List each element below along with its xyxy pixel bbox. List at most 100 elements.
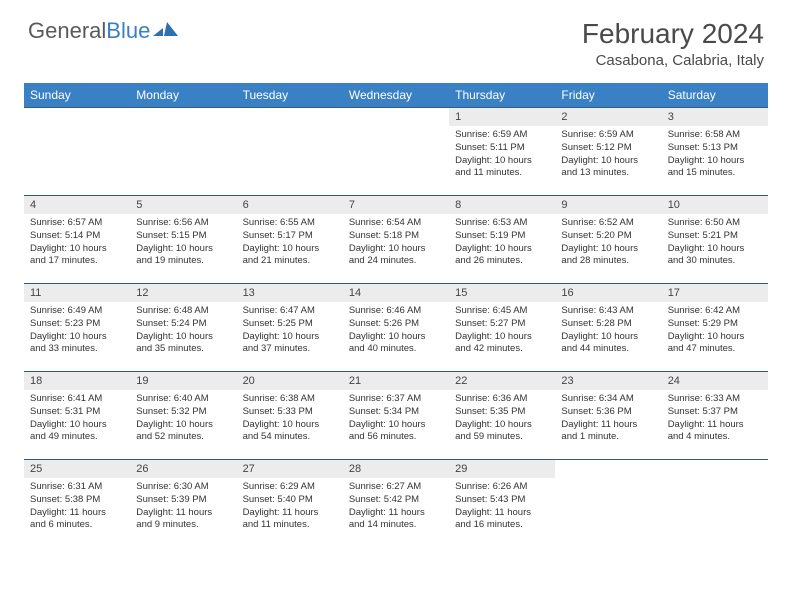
month-title: February 2024	[582, 18, 764, 50]
calendar-week-row: 1Sunrise: 6:59 AMSunset: 5:11 PMDaylight…	[24, 108, 768, 196]
sunrise-text: Sunrise: 6:36 AM	[455, 393, 549, 406]
daylight-text: Daylight: 10 hours and 35 minutes.	[136, 331, 230, 357]
day-number: 16	[555, 284, 661, 302]
sunset-text: Sunset: 5:23 PM	[30, 318, 124, 331]
day-details: Sunrise: 6:36 AMSunset: 5:35 PMDaylight:…	[449, 390, 555, 447]
day-number: 10	[662, 196, 768, 214]
calendar-day-cell: 11Sunrise: 6:49 AMSunset: 5:23 PMDayligh…	[24, 284, 130, 372]
calendar-day-cell: 14Sunrise: 6:46 AMSunset: 5:26 PMDayligh…	[343, 284, 449, 372]
calendar-week-row: 4Sunrise: 6:57 AMSunset: 5:14 PMDaylight…	[24, 196, 768, 284]
day-number: 9	[555, 196, 661, 214]
calendar-week-row: 25Sunrise: 6:31 AMSunset: 5:38 PMDayligh…	[24, 460, 768, 548]
day-number: 8	[449, 196, 555, 214]
daylight-text: Daylight: 11 hours and 4 minutes.	[668, 419, 762, 445]
day-number: 15	[449, 284, 555, 302]
daylight-text: Daylight: 10 hours and 54 minutes.	[243, 419, 337, 445]
day-number: 24	[662, 372, 768, 390]
day-number: 23	[555, 372, 661, 390]
sunrise-text: Sunrise: 6:27 AM	[349, 481, 443, 494]
calendar-day-cell: 16Sunrise: 6:43 AMSunset: 5:28 PMDayligh…	[555, 284, 661, 372]
sunrise-text: Sunrise: 6:53 AM	[455, 217, 549, 230]
day-details: Sunrise: 6:54 AMSunset: 5:18 PMDaylight:…	[343, 214, 449, 271]
daylight-text: Daylight: 10 hours and 49 minutes.	[30, 419, 124, 445]
daylight-text: Daylight: 10 hours and 17 minutes.	[30, 243, 124, 269]
daylight-text: Daylight: 11 hours and 16 minutes.	[455, 507, 549, 533]
day-number: 17	[662, 284, 768, 302]
sunrise-text: Sunrise: 6:58 AM	[668, 129, 762, 142]
weekday-header: Friday	[555, 83, 661, 108]
day-number: 5	[130, 196, 236, 214]
day-details: Sunrise: 6:38 AMSunset: 5:33 PMDaylight:…	[237, 390, 343, 447]
location-subtitle: Casabona, Calabria, Italy	[582, 52, 764, 69]
day-details: Sunrise: 6:59 AMSunset: 5:11 PMDaylight:…	[449, 126, 555, 183]
calendar-day-cell: 1Sunrise: 6:59 AMSunset: 5:11 PMDaylight…	[449, 108, 555, 196]
sunset-text: Sunset: 5:13 PM	[668, 142, 762, 155]
sunset-text: Sunset: 5:35 PM	[455, 406, 549, 419]
day-details: Sunrise: 6:30 AMSunset: 5:39 PMDaylight:…	[130, 478, 236, 535]
sunset-text: Sunset: 5:42 PM	[349, 494, 443, 507]
day-details: Sunrise: 6:52 AMSunset: 5:20 PMDaylight:…	[555, 214, 661, 271]
day-details: Sunrise: 6:48 AMSunset: 5:24 PMDaylight:…	[130, 302, 236, 359]
calendar-day-cell: 12Sunrise: 6:48 AMSunset: 5:24 PMDayligh…	[130, 284, 236, 372]
day-number: 2	[555, 108, 661, 126]
weekday-header: Tuesday	[237, 83, 343, 108]
daylight-text: Daylight: 10 hours and 21 minutes.	[243, 243, 337, 269]
sunrise-text: Sunrise: 6:55 AM	[243, 217, 337, 230]
sunset-text: Sunset: 5:27 PM	[455, 318, 549, 331]
calendar-day-cell: 29Sunrise: 6:26 AMSunset: 5:43 PMDayligh…	[449, 460, 555, 548]
calendar-day-cell: 28Sunrise: 6:27 AMSunset: 5:42 PMDayligh…	[343, 460, 449, 548]
calendar-week-row: 18Sunrise: 6:41 AMSunset: 5:31 PMDayligh…	[24, 372, 768, 460]
calendar-day-cell: 26Sunrise: 6:30 AMSunset: 5:39 PMDayligh…	[130, 460, 236, 548]
sunset-text: Sunset: 5:25 PM	[243, 318, 337, 331]
daylight-text: Daylight: 11 hours and 11 minutes.	[243, 507, 337, 533]
sunrise-text: Sunrise: 6:48 AM	[136, 305, 230, 318]
weekday-header: Monday	[130, 83, 236, 108]
sunrise-text: Sunrise: 6:42 AM	[668, 305, 762, 318]
daylight-text: Daylight: 10 hours and 37 minutes.	[243, 331, 337, 357]
daylight-text: Daylight: 10 hours and 47 minutes.	[668, 331, 762, 357]
day-number: 1	[449, 108, 555, 126]
sunrise-text: Sunrise: 6:59 AM	[455, 129, 549, 142]
daylight-text: Daylight: 10 hours and 24 minutes.	[349, 243, 443, 269]
daylight-text: Daylight: 11 hours and 14 minutes.	[349, 507, 443, 533]
day-details: Sunrise: 6:58 AMSunset: 5:13 PMDaylight:…	[662, 126, 768, 183]
day-details: Sunrise: 6:41 AMSunset: 5:31 PMDaylight:…	[24, 390, 130, 447]
sunset-text: Sunset: 5:37 PM	[668, 406, 762, 419]
day-number: 20	[237, 372, 343, 390]
day-number: 12	[130, 284, 236, 302]
calendar-day-cell	[130, 108, 236, 196]
day-details: Sunrise: 6:26 AMSunset: 5:43 PMDaylight:…	[449, 478, 555, 535]
calendar-day-cell	[343, 108, 449, 196]
calendar-day-cell: 25Sunrise: 6:31 AMSunset: 5:38 PMDayligh…	[24, 460, 130, 548]
sunset-text: Sunset: 5:11 PM	[455, 142, 549, 155]
day-number: 27	[237, 460, 343, 478]
sunset-text: Sunset: 5:12 PM	[561, 142, 655, 155]
calendar-day-cell: 13Sunrise: 6:47 AMSunset: 5:25 PMDayligh…	[237, 284, 343, 372]
calendar-day-cell: 19Sunrise: 6:40 AMSunset: 5:32 PMDayligh…	[130, 372, 236, 460]
sunset-text: Sunset: 5:14 PM	[30, 230, 124, 243]
day-number: 4	[24, 196, 130, 214]
weekday-header: Sunday	[24, 83, 130, 108]
sunset-text: Sunset: 5:33 PM	[243, 406, 337, 419]
calendar-day-cell: 5Sunrise: 6:56 AMSunset: 5:15 PMDaylight…	[130, 196, 236, 284]
day-details: Sunrise: 6:55 AMSunset: 5:17 PMDaylight:…	[237, 214, 343, 271]
sunrise-text: Sunrise: 6:34 AM	[561, 393, 655, 406]
calendar-day-cell: 20Sunrise: 6:38 AMSunset: 5:33 PMDayligh…	[237, 372, 343, 460]
sunrise-text: Sunrise: 6:43 AM	[561, 305, 655, 318]
day-details: Sunrise: 6:47 AMSunset: 5:25 PMDaylight:…	[237, 302, 343, 359]
sunrise-text: Sunrise: 6:54 AM	[349, 217, 443, 230]
calendar-day-cell	[237, 108, 343, 196]
calendar-day-cell: 10Sunrise: 6:50 AMSunset: 5:21 PMDayligh…	[662, 196, 768, 284]
sunset-text: Sunset: 5:31 PM	[30, 406, 124, 419]
daylight-text: Daylight: 10 hours and 26 minutes.	[455, 243, 549, 269]
logo-mark-icon	[153, 18, 179, 44]
day-number: 7	[343, 196, 449, 214]
daylight-text: Daylight: 10 hours and 52 minutes.	[136, 419, 230, 445]
calendar-day-cell: 23Sunrise: 6:34 AMSunset: 5:36 PMDayligh…	[555, 372, 661, 460]
sunrise-text: Sunrise: 6:26 AM	[455, 481, 549, 494]
page-header: GeneralBlue February 2024 Casabona, Cala…	[0, 0, 792, 77]
sunrise-text: Sunrise: 6:29 AM	[243, 481, 337, 494]
sunset-text: Sunset: 5:17 PM	[243, 230, 337, 243]
day-details: Sunrise: 6:40 AMSunset: 5:32 PMDaylight:…	[130, 390, 236, 447]
day-details: Sunrise: 6:45 AMSunset: 5:27 PMDaylight:…	[449, 302, 555, 359]
